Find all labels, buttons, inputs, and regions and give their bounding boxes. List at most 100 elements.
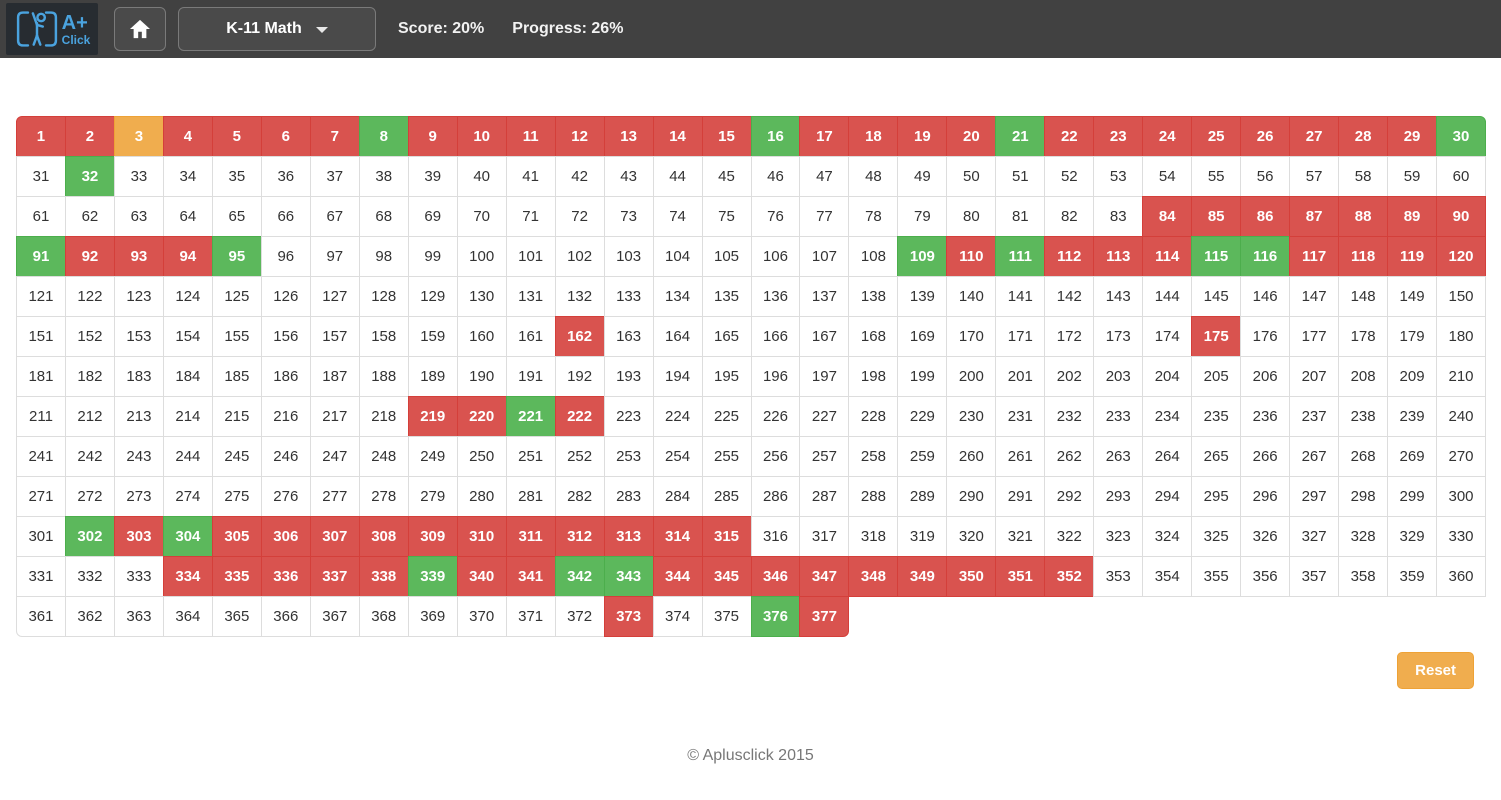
question-cell-160[interactable]: 160 bbox=[456, 316, 507, 357]
question-cell-374[interactable]: 374 bbox=[652, 596, 703, 637]
question-cell-115[interactable]: 115 bbox=[1191, 236, 1242, 277]
question-cell-226[interactable]: 226 bbox=[750, 396, 801, 437]
question-cell-309[interactable]: 309 bbox=[407, 516, 458, 557]
question-cell-58[interactable]: 58 bbox=[1338, 156, 1389, 197]
question-cell-110[interactable]: 110 bbox=[946, 236, 997, 277]
question-cell-26[interactable]: 26 bbox=[1240, 116, 1291, 157]
question-cell-130[interactable]: 130 bbox=[456, 276, 507, 317]
question-cell-124[interactable]: 124 bbox=[162, 276, 213, 317]
question-cell-34[interactable]: 34 bbox=[162, 156, 213, 197]
question-cell-13[interactable]: 13 bbox=[603, 116, 654, 157]
question-cell-73[interactable]: 73 bbox=[603, 196, 654, 237]
question-cell-139[interactable]: 139 bbox=[897, 276, 948, 317]
question-cell-83[interactable]: 83 bbox=[1093, 196, 1144, 237]
question-cell-149[interactable]: 149 bbox=[1387, 276, 1438, 317]
question-cell-89[interactable]: 89 bbox=[1387, 196, 1438, 237]
question-cell-252[interactable]: 252 bbox=[554, 436, 605, 477]
question-cell-77[interactable]: 77 bbox=[799, 196, 850, 237]
question-cell-224[interactable]: 224 bbox=[652, 396, 703, 437]
question-cell-28[interactable]: 28 bbox=[1338, 116, 1389, 157]
question-cell-48[interactable]: 48 bbox=[848, 156, 899, 197]
question-cell-332[interactable]: 332 bbox=[64, 556, 115, 597]
question-cell-69[interactable]: 69 bbox=[407, 196, 458, 237]
question-cell-301[interactable]: 301 bbox=[16, 516, 66, 557]
question-cell-284[interactable]: 284 bbox=[652, 476, 703, 517]
question-cell-188[interactable]: 188 bbox=[358, 356, 409, 397]
question-cell-1[interactable]: 1 bbox=[16, 116, 66, 157]
question-cell-276[interactable]: 276 bbox=[260, 476, 311, 517]
question-cell-146[interactable]: 146 bbox=[1240, 276, 1291, 317]
question-cell-117[interactable]: 117 bbox=[1289, 236, 1340, 277]
question-cell-183[interactable]: 183 bbox=[113, 356, 164, 397]
question-cell-171[interactable]: 171 bbox=[995, 316, 1046, 357]
question-cell-201[interactable]: 201 bbox=[995, 356, 1046, 397]
question-cell-132[interactable]: 132 bbox=[554, 276, 605, 317]
question-cell-62[interactable]: 62 bbox=[64, 196, 115, 237]
question-cell-212[interactable]: 212 bbox=[64, 396, 115, 437]
question-cell-311[interactable]: 311 bbox=[505, 516, 556, 557]
question-cell-157[interactable]: 157 bbox=[309, 316, 360, 357]
question-cell-67[interactable]: 67 bbox=[309, 196, 360, 237]
question-cell-377[interactable]: 377 bbox=[799, 596, 850, 637]
question-cell-364[interactable]: 364 bbox=[162, 596, 213, 637]
question-cell-64[interactable]: 64 bbox=[162, 196, 213, 237]
question-cell-294[interactable]: 294 bbox=[1142, 476, 1193, 517]
question-cell-241[interactable]: 241 bbox=[16, 436, 66, 477]
question-cell-308[interactable]: 308 bbox=[358, 516, 409, 557]
question-cell-72[interactable]: 72 bbox=[554, 196, 605, 237]
question-cell-136[interactable]: 136 bbox=[750, 276, 801, 317]
question-cell-193[interactable]: 193 bbox=[603, 356, 654, 397]
question-cell-92[interactable]: 92 bbox=[64, 236, 115, 277]
question-cell-255[interactable]: 255 bbox=[701, 436, 752, 477]
question-cell-313[interactable]: 313 bbox=[603, 516, 654, 557]
question-cell-328[interactable]: 328 bbox=[1338, 516, 1389, 557]
question-cell-144[interactable]: 144 bbox=[1142, 276, 1193, 317]
question-cell-141[interactable]: 141 bbox=[995, 276, 1046, 317]
question-cell-288[interactable]: 288 bbox=[848, 476, 899, 517]
question-cell-176[interactable]: 176 bbox=[1240, 316, 1291, 357]
question-cell-260[interactable]: 260 bbox=[946, 436, 997, 477]
question-cell-373[interactable]: 373 bbox=[603, 596, 654, 637]
question-cell-272[interactable]: 272 bbox=[64, 476, 115, 517]
question-cell-163[interactable]: 163 bbox=[603, 316, 654, 357]
question-cell-203[interactable]: 203 bbox=[1093, 356, 1144, 397]
question-cell-20[interactable]: 20 bbox=[946, 116, 997, 157]
question-cell-59[interactable]: 59 bbox=[1387, 156, 1438, 197]
question-cell-174[interactable]: 174 bbox=[1142, 316, 1193, 357]
question-cell-187[interactable]: 187 bbox=[309, 356, 360, 397]
question-cell-42[interactable]: 42 bbox=[554, 156, 605, 197]
question-cell-341[interactable]: 341 bbox=[505, 556, 556, 597]
question-cell-358[interactable]: 358 bbox=[1338, 556, 1389, 597]
question-cell-135[interactable]: 135 bbox=[701, 276, 752, 317]
question-cell-109[interactable]: 109 bbox=[897, 236, 948, 277]
question-cell-263[interactable]: 263 bbox=[1093, 436, 1144, 477]
question-cell-84[interactable]: 84 bbox=[1142, 196, 1193, 237]
question-cell-93[interactable]: 93 bbox=[113, 236, 164, 277]
question-cell-233[interactable]: 233 bbox=[1093, 396, 1144, 437]
question-cell-35[interactable]: 35 bbox=[211, 156, 262, 197]
question-cell-27[interactable]: 27 bbox=[1289, 116, 1340, 157]
question-cell-372[interactable]: 372 bbox=[554, 596, 605, 637]
question-cell-323[interactable]: 323 bbox=[1093, 516, 1144, 557]
question-cell-211[interactable]: 211 bbox=[16, 396, 66, 437]
question-cell-247[interactable]: 247 bbox=[309, 436, 360, 477]
question-cell-213[interactable]: 213 bbox=[113, 396, 164, 437]
question-cell-297[interactable]: 297 bbox=[1289, 476, 1340, 517]
home-button[interactable] bbox=[114, 7, 166, 51]
question-cell-274[interactable]: 274 bbox=[162, 476, 213, 517]
question-cell-375[interactable]: 375 bbox=[701, 596, 752, 637]
question-cell-315[interactable]: 315 bbox=[701, 516, 752, 557]
question-cell-16[interactable]: 16 bbox=[750, 116, 801, 157]
question-cell-100[interactable]: 100 bbox=[456, 236, 507, 277]
question-cell-295[interactable]: 295 bbox=[1191, 476, 1242, 517]
question-cell-281[interactable]: 281 bbox=[505, 476, 556, 517]
question-cell-90[interactable]: 90 bbox=[1436, 196, 1486, 237]
question-cell-229[interactable]: 229 bbox=[897, 396, 948, 437]
question-cell-98[interactable]: 98 bbox=[358, 236, 409, 277]
question-cell-344[interactable]: 344 bbox=[652, 556, 703, 597]
question-cell-265[interactable]: 265 bbox=[1191, 436, 1242, 477]
question-cell-282[interactable]: 282 bbox=[554, 476, 605, 517]
question-cell-43[interactable]: 43 bbox=[603, 156, 654, 197]
question-cell-325[interactable]: 325 bbox=[1191, 516, 1242, 557]
question-cell-6[interactable]: 6 bbox=[260, 116, 311, 157]
